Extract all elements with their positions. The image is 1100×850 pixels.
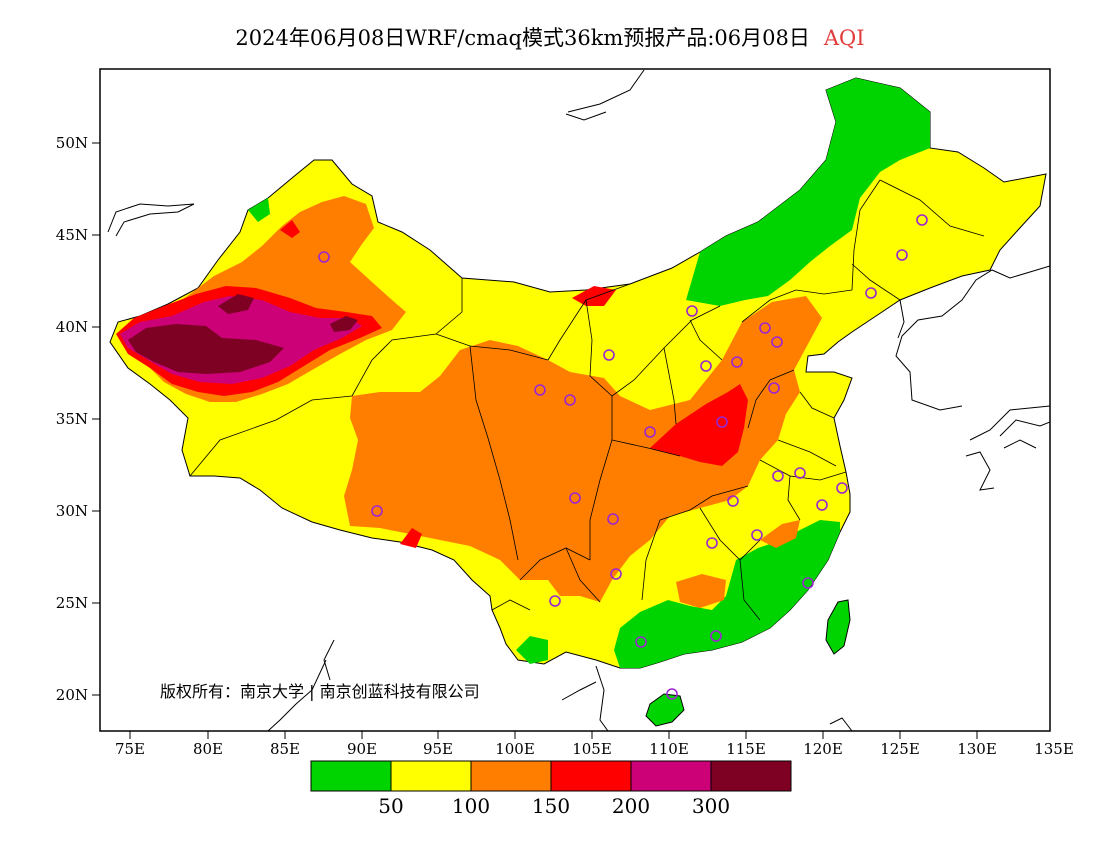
station-marker [768,382,780,394]
title-text: 2024年06月08日WRF/cmaq模式36km预报产品:06月08日 [235,26,810,50]
station-marker [772,470,784,482]
aqi-unhealthy-henan [650,384,748,466]
colorbar-swatch [550,760,632,792]
station-marker [794,467,806,479]
aqi-good-taiwan [825,599,851,655]
station-marker [644,426,656,438]
lon-label: 105E [572,740,612,758]
lon-label: 80E [193,740,223,758]
aqi-unhealthy-tibet-south [400,528,422,548]
colorbar-swatch [710,760,792,792]
aqi-hazardous-tarim-east [330,316,358,332]
lon-label: 75E [115,740,145,758]
lon-label: 115E [726,740,766,758]
colorbar-swatch [630,760,712,792]
colorbar-swatch [310,760,392,792]
lon-label: 90E [347,740,377,758]
lon-label: 135E [1034,740,1074,758]
station-marker [706,537,718,549]
colorbar-label: 100 [452,794,490,818]
station-marker [564,394,576,406]
colorbar-label: 150 [532,794,570,818]
station-marker [610,568,622,580]
map-content [107,69,1050,731]
aqi-good-xinjiang-north [248,198,270,222]
lon-label: 100E [495,740,535,758]
map-frame [99,68,1051,732]
station-marker [731,356,743,368]
station-marker [607,513,619,525]
station-marker [816,499,828,511]
station-marker [700,360,712,372]
monitoring-stations [318,214,928,700]
lat-label: 45N [56,226,88,244]
station-marker [751,529,763,541]
lat-label: 35N [56,410,88,428]
aqi-good-south [614,520,840,668]
lat-label: 20N [56,686,88,704]
province-borders [189,179,985,621]
station-marker [371,505,383,517]
station-marker [635,636,647,648]
aqi-hazardous-tarim [128,324,284,374]
station-marker [569,492,581,504]
aqi-unhealthy-xinjiang-north [280,220,300,238]
aqi-sensitive-east [760,520,800,548]
station-marker [865,287,877,299]
lon-label: 85E [270,740,300,758]
station-marker [716,416,728,428]
station-marker [710,630,722,642]
aqi-unhealthy-alxa [572,286,616,306]
aqi-good-northeast [686,78,930,306]
aqi-good-yunnan-south [516,636,548,664]
colorbar-swatch [390,760,472,792]
station-marker [896,249,908,261]
aqi-hazardous-tarim-north [218,294,254,314]
station-marker [802,577,814,589]
station-marker [534,384,546,396]
lon-label: 130E [957,740,997,758]
aqi-good-hainan [645,693,685,727]
copyright-text: 版权所有：南京大学 | 南京创蓝科技有限公司 [160,682,480,701]
station-marker [836,482,848,494]
lat-label: 30N [56,502,88,520]
station-marker [727,495,739,507]
title-variable: AQI [823,26,865,50]
lon-label: 125E [880,740,920,758]
station-marker [318,251,330,263]
colorbar-label: 50 [378,794,403,818]
station-marker [686,305,698,317]
station-marker [666,688,678,700]
station-marker [771,336,783,348]
station-marker [549,595,561,607]
lon-label: 95E [423,740,453,758]
colorbar-label: 200 [612,794,650,818]
station-marker [603,349,615,361]
lat-label: 25N [56,594,88,612]
map-title: 2024年06月08日WRF/cmaq模式36km预报产品:06月08日 AQI [0,22,1100,52]
colorbar-label: 300 [692,794,730,818]
map-axes: 75E 80E 85E 90E 95E 100E 105E 110E 115E 120E 125E 1… [56,134,1074,758]
station-marker [759,322,771,334]
lat-label: 40N [56,318,88,336]
station-marker [916,214,928,226]
lon-label: 120E [803,740,843,758]
aqi-sensitive-pearl-river [676,574,726,608]
aqi-sensitive-central [344,296,822,602]
lat-label: 50N [56,134,88,152]
neighbor-borders [107,69,1050,731]
lon-label: 110E [649,740,689,758]
aqi-colorbar: 50 100 150 200 300 [310,760,792,818]
colorbar-swatch [470,760,552,792]
